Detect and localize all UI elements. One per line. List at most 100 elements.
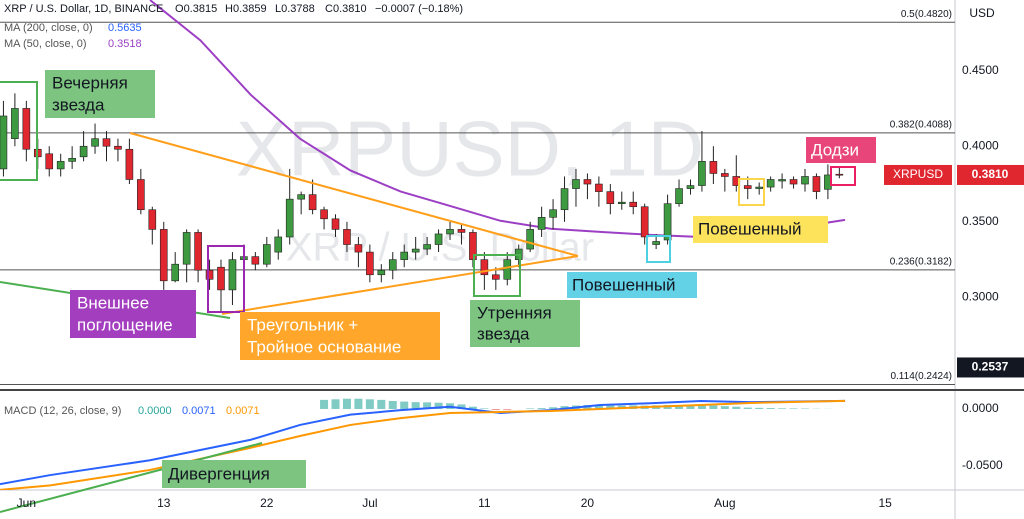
price-tag-name: XRPUSD xyxy=(893,167,943,181)
ma-value: 0.3518 xyxy=(108,38,142,50)
fib-label: 0.236(0.3182) xyxy=(890,257,952,268)
candle-body xyxy=(766,179,775,188)
pattern-box xyxy=(473,254,521,297)
triangle-line xyxy=(221,255,579,315)
macd-y-tick-label: -0.0500 xyxy=(962,458,1003,472)
candle-body xyxy=(217,266,225,291)
macd-line xyxy=(0,399,846,486)
y-tick-label: 0.3500 xyxy=(962,214,999,228)
candle-body xyxy=(743,185,752,189)
candle-body xyxy=(721,173,729,177)
fib-label: 0.114(0.2424) xyxy=(890,371,952,382)
macd-pane xyxy=(0,398,846,490)
macd-histogram-bar xyxy=(720,406,729,409)
ohlc-label: L0.3788 xyxy=(275,3,315,15)
macd-histogram-bar xyxy=(606,405,615,409)
macd-histogram-bar xyxy=(400,401,409,409)
x-tick-label: Jul xyxy=(362,496,377,510)
annotation-bg xyxy=(45,70,155,118)
macd-histogram-bar xyxy=(388,401,397,409)
macd-histogram-bar xyxy=(423,402,432,409)
macd-histogram-bar xyxy=(686,404,695,409)
ohlc-value: 0.3788 xyxy=(281,3,315,15)
annotation-bg xyxy=(693,216,828,243)
candle-body xyxy=(171,263,179,282)
candle-body xyxy=(663,203,672,241)
annotation-bg xyxy=(567,272,697,298)
ohlc-prefix: L xyxy=(275,3,281,15)
pattern-box xyxy=(0,81,38,181)
candle-body xyxy=(549,209,557,218)
macd-histogram-bar xyxy=(342,398,351,409)
candle-body xyxy=(411,248,420,253)
macd-histogram-bar xyxy=(709,405,718,409)
candle-body xyxy=(331,218,340,230)
ohlc-value: 0.3859 xyxy=(233,3,267,15)
candle-body xyxy=(629,201,638,208)
candle-body xyxy=(91,138,99,147)
ohlc-value: 0.3810 xyxy=(333,3,367,15)
candle-body xyxy=(22,108,31,150)
price-tag-value: 0.2537 xyxy=(972,360,1009,374)
candle-body xyxy=(652,241,660,245)
triangle-line xyxy=(129,132,579,257)
macd-histogram-bar xyxy=(320,399,329,409)
x-tick-label: Jun xyxy=(17,496,36,510)
candle-body xyxy=(251,256,260,265)
x-tick-label: 13 xyxy=(157,496,171,510)
price-tag-name-bg xyxy=(884,164,952,185)
annotation-bg xyxy=(806,137,876,163)
annotation: Внешнее xyxy=(77,293,149,312)
title: XRP / U.S. Dollar, 1D, BINANCE xyxy=(4,3,163,15)
macd-histogram-bar xyxy=(778,408,787,409)
header: O0.3815 H0.3859 L0.3788 C0.3810 −0.0007 (−0.… xyxy=(4,3,463,50)
candle-body xyxy=(102,138,111,147)
macd-histogram-bar xyxy=(743,407,752,409)
macd-legend-value: 0.0071 xyxy=(226,405,260,417)
candle-body xyxy=(388,259,397,271)
ma-value: 0.5635 xyxy=(108,22,142,34)
macd-histogram-bar xyxy=(503,408,512,410)
macd-histogram-bar xyxy=(434,402,443,409)
candle-body xyxy=(503,259,512,280)
candle-body xyxy=(560,188,569,211)
candle-body xyxy=(274,236,283,253)
macd-histogram-bar xyxy=(480,408,489,409)
candle-body xyxy=(182,232,191,265)
candle-body xyxy=(205,269,214,280)
macd-histogram-bar xyxy=(766,408,775,409)
x-tick-label: 20 xyxy=(581,496,595,510)
candle-body xyxy=(640,206,649,238)
y-tick-label: 0.4500 xyxy=(962,63,999,77)
candle-body xyxy=(675,188,683,204)
candle-body xyxy=(68,158,76,162)
macd-legend-value: 0.0000 xyxy=(138,405,172,417)
macd-y-tick-label: 0.0000 xyxy=(962,401,999,415)
candle-body xyxy=(11,108,19,139)
price-tag-value: 0.3810 xyxy=(972,167,1009,181)
ohlc-label: O0.3815 xyxy=(175,3,217,15)
candle-body xyxy=(480,259,489,276)
candle-body xyxy=(469,232,477,260)
ohlc-prefix: H xyxy=(225,3,233,15)
fib-label: 0.382(0.4088) xyxy=(890,120,952,131)
candle-body xyxy=(698,161,706,186)
candle-body xyxy=(606,191,615,204)
annotation-bg xyxy=(70,290,196,338)
candle-body xyxy=(308,194,317,211)
macd-histogram-bar xyxy=(331,399,340,409)
candle-body xyxy=(0,115,8,170)
candle-body xyxy=(446,229,454,235)
macd-histogram-bar xyxy=(491,408,500,411)
macd-histogram-bar xyxy=(457,404,466,409)
ohlc-label: C0.3810 xyxy=(325,3,367,15)
candle-body xyxy=(125,148,134,180)
watermark: XRPUSD, 1D xyxy=(236,105,704,193)
candle-body xyxy=(434,233,443,245)
x-tick-label: Aug xyxy=(714,496,735,510)
annotation: поглощение xyxy=(77,315,173,334)
macd-histogram-bar xyxy=(732,406,741,409)
candle-body xyxy=(285,198,294,238)
candle-body xyxy=(789,179,798,185)
